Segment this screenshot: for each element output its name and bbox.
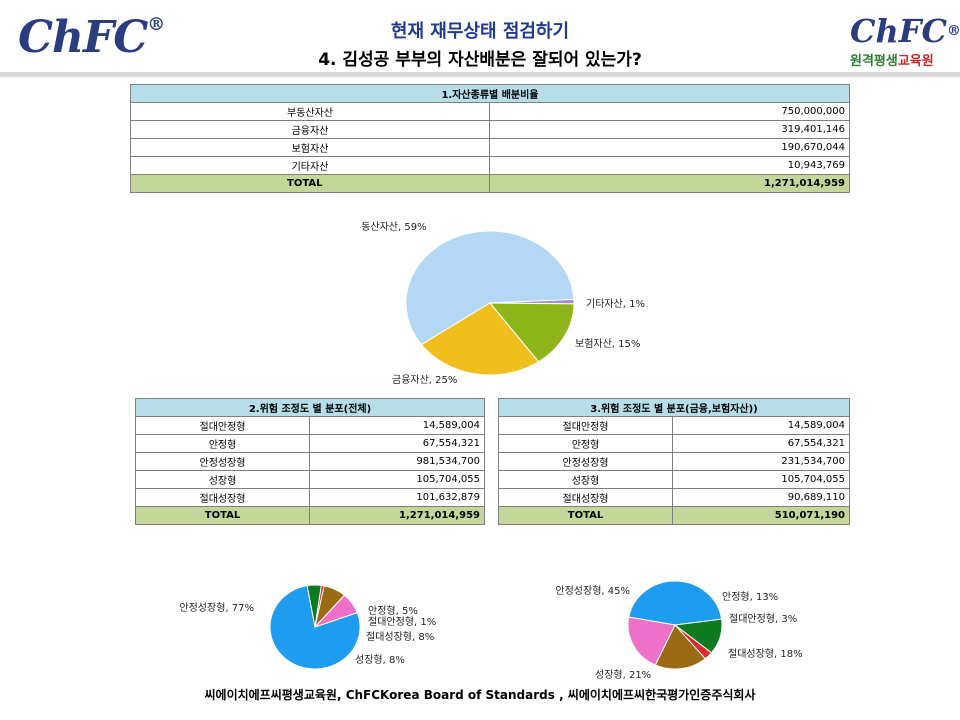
row-value: 67,554,321 xyxy=(672,434,850,453)
table-row: 금융자산 319,401,146 xyxy=(130,120,850,139)
logo-tag-b: 교육원 xyxy=(897,54,934,69)
table-row: 안정성장형 231,534,700 xyxy=(498,452,850,471)
row-label: 안정형 xyxy=(498,434,673,453)
pie-label: 기타자산, 1% xyxy=(586,298,645,310)
pie-label: 보험자산, 15% xyxy=(575,338,640,350)
row-value: 319,401,146 xyxy=(489,120,850,139)
table-row: 성장형 105,704,055 xyxy=(135,470,485,489)
table-row: 보험자산 190,670,044 xyxy=(130,138,850,157)
risk-financial-pie-chart: 안정성장형, 45% 안정형, 13% 절대안정형, 3% 절대성장형, 18% 성장형… xyxy=(555,580,803,681)
row-label: 부동산자산 xyxy=(130,102,490,121)
asset-pie-chart: 부동산자산, 59% 기타자산, 1% 보험자산, 15% 금융자산, 25% xyxy=(360,221,645,386)
total-row: TOTAL 510,071,190 xyxy=(498,506,850,525)
pie-slice xyxy=(627,616,676,666)
risk-total-pie-chart: 안정성장형, 77% 안정형, 5%절대안정형, 1% 절대성장형, 8% 성장형, … xyxy=(179,584,436,670)
row-value: 67,554,321 xyxy=(309,434,485,453)
table-row: 안정형 67,554,321 xyxy=(498,434,850,453)
pie-label: 절대안정형, 3% xyxy=(729,612,797,625)
pie-slice xyxy=(420,302,540,376)
total-label: TOTAL xyxy=(135,506,310,525)
total-label: TOTAL xyxy=(498,506,673,525)
pie-label: 안정성장형, 77% xyxy=(179,602,254,614)
table-row: 절대성장형 101,632,879 xyxy=(135,488,485,507)
header-divider xyxy=(0,72,960,77)
row-value: 750,000,000 xyxy=(489,102,850,121)
row-label: 보험자산 xyxy=(130,138,490,157)
pie-slice xyxy=(488,302,575,363)
pie-slice xyxy=(628,580,723,626)
logo-right-reg: ® xyxy=(946,23,960,39)
logo-right-text: ChFC xyxy=(850,12,947,50)
row-value: 14,589,004 xyxy=(672,416,850,435)
table-row: 부동산자산 750,000,000 xyxy=(130,102,850,121)
row-label: 성장형 xyxy=(498,470,673,489)
total-value: 1,271,014,959 xyxy=(489,174,850,193)
table-row: 절대성장형 90,689,110 xyxy=(498,488,850,507)
pie-label: 안정성장형, 45% xyxy=(555,585,630,597)
table-row: 성장형 105,704,055 xyxy=(498,470,850,489)
total-row: TOTAL 1,271,014,959 xyxy=(130,174,850,193)
row-label: 절대안정형 xyxy=(498,416,673,435)
pie-label: 안정형, 5% xyxy=(368,605,418,617)
risk-financial-table: 3.위험 조정도 별 분포(금융,보험자산)) 절대안정형 14,589,004 … xyxy=(498,398,850,525)
asset-type-table: 1.자산종류별 배분비율 부동산자산 750,000,000 금융자산 319,40… xyxy=(130,84,850,193)
pie-slice xyxy=(314,594,358,628)
pie-label: 부동산자산, 59% xyxy=(360,221,427,233)
pie-label: 절대안정형, 1% xyxy=(368,615,436,628)
logo-left-reg: ® xyxy=(147,14,165,35)
risk-total-table: 2.위험 조정도 별 분포(전체) 절대안정형 14,589,004 안정형 67,… xyxy=(135,398,485,525)
page-subtitle: 4. 김성공 부부의 자산배분은 잘되어 있는가? xyxy=(318,50,642,70)
logo-tag-a: 원격평생 xyxy=(850,54,898,69)
logo-left-text: ChFC xyxy=(18,12,148,63)
row-label: 안정형 xyxy=(135,434,310,453)
row-label: 금융자산 xyxy=(130,120,490,139)
row-label: 안정성장형 xyxy=(135,452,310,471)
pie-label: 성장형, 21% xyxy=(595,669,651,681)
row-value: 105,704,055 xyxy=(672,470,850,489)
pie-label: 안정형, 13% xyxy=(722,591,778,603)
table-row: 안정성장형 981,534,700 xyxy=(135,452,485,471)
table-row: 절대안정형 14,589,004 xyxy=(498,416,850,435)
row-label: 안정성장형 xyxy=(498,452,673,471)
table3-header: 3.위험 조정도 별 분포(금융,보험자산)) xyxy=(498,398,850,417)
total-value: 510,071,190 xyxy=(672,506,850,525)
table-row: 안정형 67,554,321 xyxy=(135,434,485,453)
logo-right-mark: ChFC® xyxy=(850,12,960,50)
row-label: 절대안정형 xyxy=(135,416,310,435)
pie-label: 성장형, 8% xyxy=(355,654,405,666)
pie-slice xyxy=(405,230,575,346)
row-label: 절대성장형 xyxy=(135,488,310,507)
row-value: 101,632,879 xyxy=(309,488,485,507)
row-label: 기타자산 xyxy=(130,156,490,175)
row-value: 105,704,055 xyxy=(309,470,485,489)
row-value: 190,670,044 xyxy=(489,138,850,157)
row-value: 10,943,769 xyxy=(489,156,850,175)
row-label: 성장형 xyxy=(135,470,310,489)
row-value: 14,589,004 xyxy=(309,416,485,435)
page-title: 현재 재무상태 점검하기 xyxy=(390,21,570,42)
pie-label: 절대성장형, 8% xyxy=(366,630,434,643)
row-value: 981,534,700 xyxy=(309,452,485,471)
row-value: 90,689,110 xyxy=(672,488,850,507)
table-row: 절대안정형 14,589,004 xyxy=(135,416,485,435)
total-value: 1,271,014,959 xyxy=(309,506,485,525)
table1-header: 1.자산종류별 배분비율 xyxy=(130,84,850,103)
pie-label: 절대성장형, 18% xyxy=(728,647,803,660)
table2-header: 2.위험 조정도 별 분포(전체) xyxy=(135,398,485,417)
row-value: 231,534,700 xyxy=(672,452,850,471)
chfc-logo-left: ChFC® xyxy=(18,12,165,63)
footer-credits: 씨에이치에프씨평생교육원, ChFCKorea Board of Standar… xyxy=(204,688,756,702)
total-label: TOTAL xyxy=(130,174,490,193)
logo-right-tagline: 원격평생교육원 xyxy=(850,50,955,69)
pie-slice xyxy=(654,624,706,670)
total-row: TOTAL 1,271,014,959 xyxy=(135,506,485,525)
row-label: 절대성장형 xyxy=(498,488,673,507)
pie-label: 금융자산, 25% xyxy=(392,374,457,386)
chfc-logo-right: ChFC® 원격평생교육원 xyxy=(850,12,960,69)
table-row: 기타자산 10,943,769 xyxy=(130,156,850,175)
